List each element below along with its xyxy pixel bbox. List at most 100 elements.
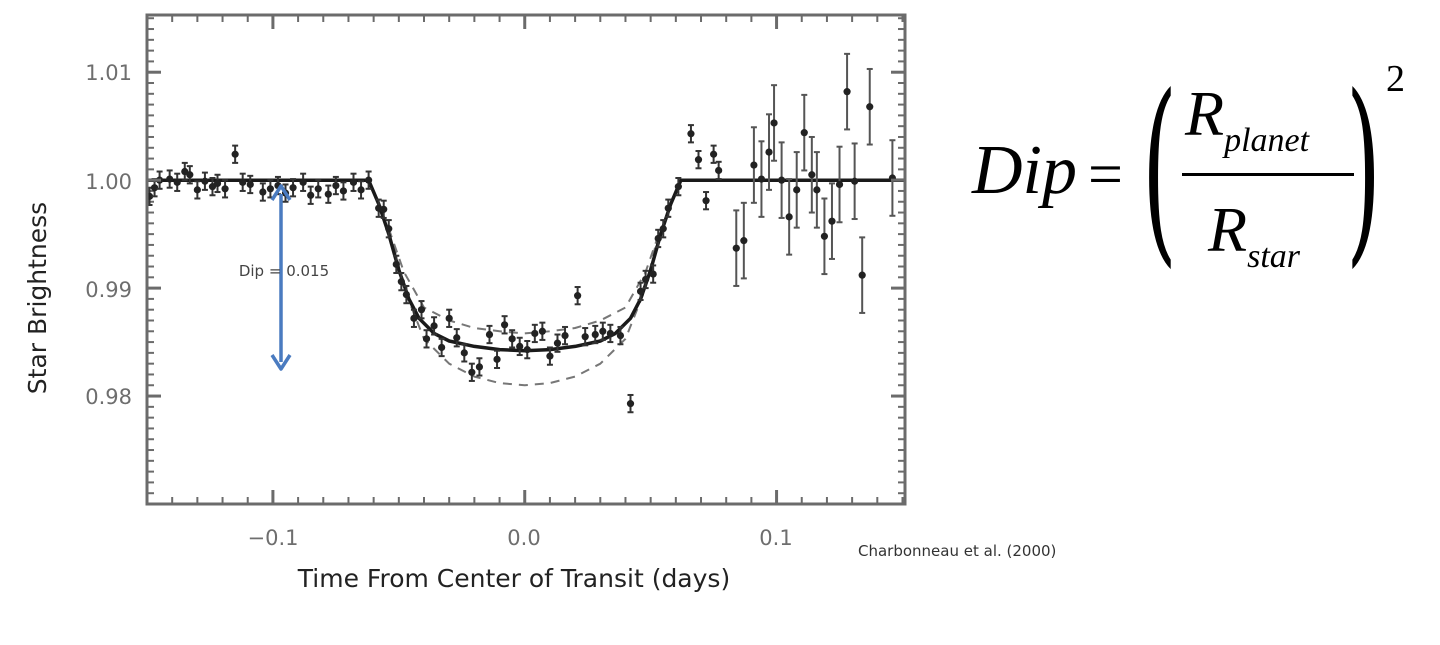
data-point	[561, 325, 569, 346]
data-point	[410, 308, 418, 328]
data-point	[493, 349, 501, 369]
data-point	[778, 141, 786, 219]
data-point	[538, 321, 546, 341]
formula-denominator: Rstar	[1208, 198, 1300, 274]
data-point	[445, 308, 453, 328]
data-point	[375, 198, 383, 218]
data-point	[468, 362, 476, 382]
y-tick-label-1.01: 1.01	[85, 61, 132, 85]
data-point	[438, 337, 446, 358]
data-point	[422, 329, 431, 349]
data-point	[858, 236, 866, 314]
data-point	[365, 170, 373, 190]
y-tick-label-0.98: 0.98	[85, 385, 132, 409]
data-point	[740, 201, 748, 280]
data-point	[664, 198, 672, 218]
dip-annotation-label: Dip = 0.015	[239, 262, 329, 280]
denominator-subscript: star	[1247, 238, 1301, 275]
data-point	[500, 315, 509, 335]
data-point	[339, 181, 348, 201]
x-axis-title: Time From Center of Transit (days)	[297, 564, 730, 593]
data-point	[349, 172, 358, 192]
data-point	[659, 219, 667, 239]
data-point	[508, 329, 516, 349]
data-points	[145, 52, 897, 414]
data-point	[516, 336, 524, 357]
data-point	[599, 321, 607, 341]
data-point	[289, 178, 297, 198]
data-point	[380, 199, 388, 219]
x-tick-label-neg0.1: −0.1	[248, 526, 299, 550]
data-point	[694, 150, 703, 170]
data-point	[710, 144, 718, 164]
formula-equals: =	[1088, 141, 1123, 209]
data-point	[888, 139, 897, 217]
dip-arrow	[270, 184, 292, 371]
data-point	[166, 169, 174, 189]
data-point	[523, 340, 531, 360]
data-point	[813, 151, 821, 229]
data-point	[402, 284, 410, 305]
data-point	[453, 328, 461, 348]
data-point	[835, 145, 844, 224]
data-point	[307, 185, 315, 205]
data-point	[239, 172, 247, 192]
numerator-base: R	[1185, 78, 1225, 149]
data-point	[750, 126, 758, 204]
data-point	[866, 67, 874, 146]
data-point	[332, 175, 340, 196]
y-axis-title: Star Brightness	[23, 202, 52, 394]
y-tick-label-0.99: 0.99	[85, 278, 132, 302]
data-point	[715, 160, 723, 181]
data-point	[820, 197, 829, 276]
data-point	[299, 172, 307, 192]
data-point	[173, 172, 181, 192]
data-point	[181, 161, 189, 182]
axis-major-ticks	[147, 15, 905, 504]
data-point	[385, 219, 393, 239]
data-point	[553, 333, 562, 353]
data-point	[757, 140, 766, 218]
data-point	[626, 393, 635, 414]
data-point	[485, 324, 494, 345]
numerator-subscript: planet	[1224, 122, 1310, 159]
data-point	[808, 135, 816, 214]
data-point	[828, 182, 836, 260]
data-point	[642, 269, 650, 290]
data-point	[417, 300, 426, 320]
data-point	[231, 144, 239, 164]
data-point	[430, 316, 438, 336]
formula-right-paren: )	[1346, 53, 1382, 286]
data-point	[246, 174, 254, 195]
data-point	[843, 52, 851, 131]
data-point	[649, 264, 657, 284]
data-point	[193, 180, 201, 200]
data-point	[687, 124, 695, 144]
data-point	[770, 84, 778, 162]
formula-exponent: 2	[1386, 58, 1405, 100]
formula-numerator: Rplanet	[1185, 82, 1309, 158]
data-point	[221, 179, 229, 199]
data-point	[546, 346, 554, 366]
y-tick-label-1.00: 1.00	[85, 170, 132, 194]
data-point	[793, 151, 801, 229]
data-point	[574, 286, 582, 306]
data-point	[765, 113, 773, 191]
fraction-bar	[1182, 173, 1354, 176]
data-point	[581, 327, 589, 347]
data-point	[392, 254, 400, 274]
data-point	[674, 177, 682, 197]
data-point	[314, 179, 322, 199]
data-point	[851, 142, 859, 221]
model-envelope-lines	[387, 228, 662, 387]
x-tick-label-0.1: 0.1	[759, 526, 792, 550]
data-point	[324, 184, 332, 204]
dip-formula: Dip = ( Rplanet Rstar ) 2	[970, 60, 1430, 290]
data-point	[357, 180, 365, 200]
data-point	[616, 325, 625, 346]
data-point	[702, 191, 710, 211]
formula-left-paren: (	[1142, 53, 1178, 286]
data-point	[800, 93, 808, 172]
denominator-base: R	[1208, 194, 1248, 265]
x-tick-label-0.0: 0.0	[507, 526, 540, 550]
